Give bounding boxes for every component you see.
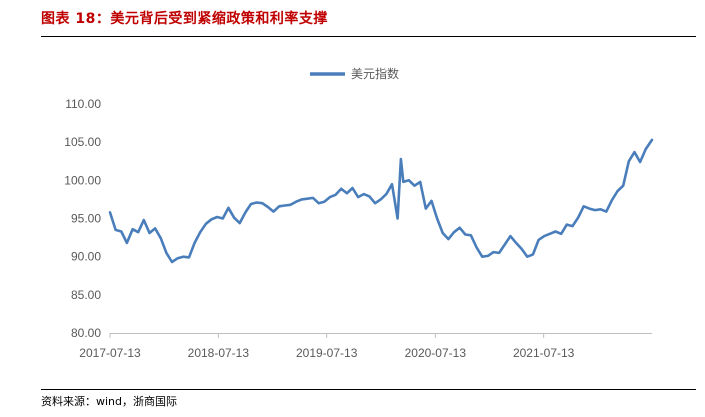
x-tick-label: 2019-07-13 [296,346,358,360]
x-tick-label: 2017-07-13 [79,346,141,360]
y-tick-label: 85.00 [71,288,101,302]
y-tick-label: 105.00 [64,135,101,149]
source-rule [41,389,696,390]
x-tick-label: 2018-07-13 [188,346,250,360]
y-tick-label: 95.00 [71,212,101,226]
source-note: 资料来源：wind，浙商国际 [41,395,178,408]
series-line-usd-index [108,138,654,264]
legend-label: 美元指数 [351,66,399,81]
usd-index-chart: 美元指数 80.00 85.00 90.00 95.00 100.00 105.00 110… [64,66,654,360]
y-axis: 80.00 85.00 90.00 95.00 100.00 105.00 110.00 [64,97,101,340]
y-tick-label: 90.00 [71,250,101,264]
y-tick-label: 80.00 [71,326,101,340]
plot-area [108,138,654,264]
legend: 美元指数 [310,66,399,81]
title-rule [41,36,696,37]
y-tick-label: 110.00 [65,97,101,111]
x-tick-label: 2021-07-13 [513,346,575,360]
y-tick-label: 100.00 [64,173,101,187]
x-tick-label: 2020-07-13 [405,346,467,360]
figure-title: 图表 18：美元背后受到紧缩政策和利率支撑 [41,11,328,27]
x-axis: 2017-07-13 2018-07-13 2019-07-13 2020-07-13… [79,333,652,360]
